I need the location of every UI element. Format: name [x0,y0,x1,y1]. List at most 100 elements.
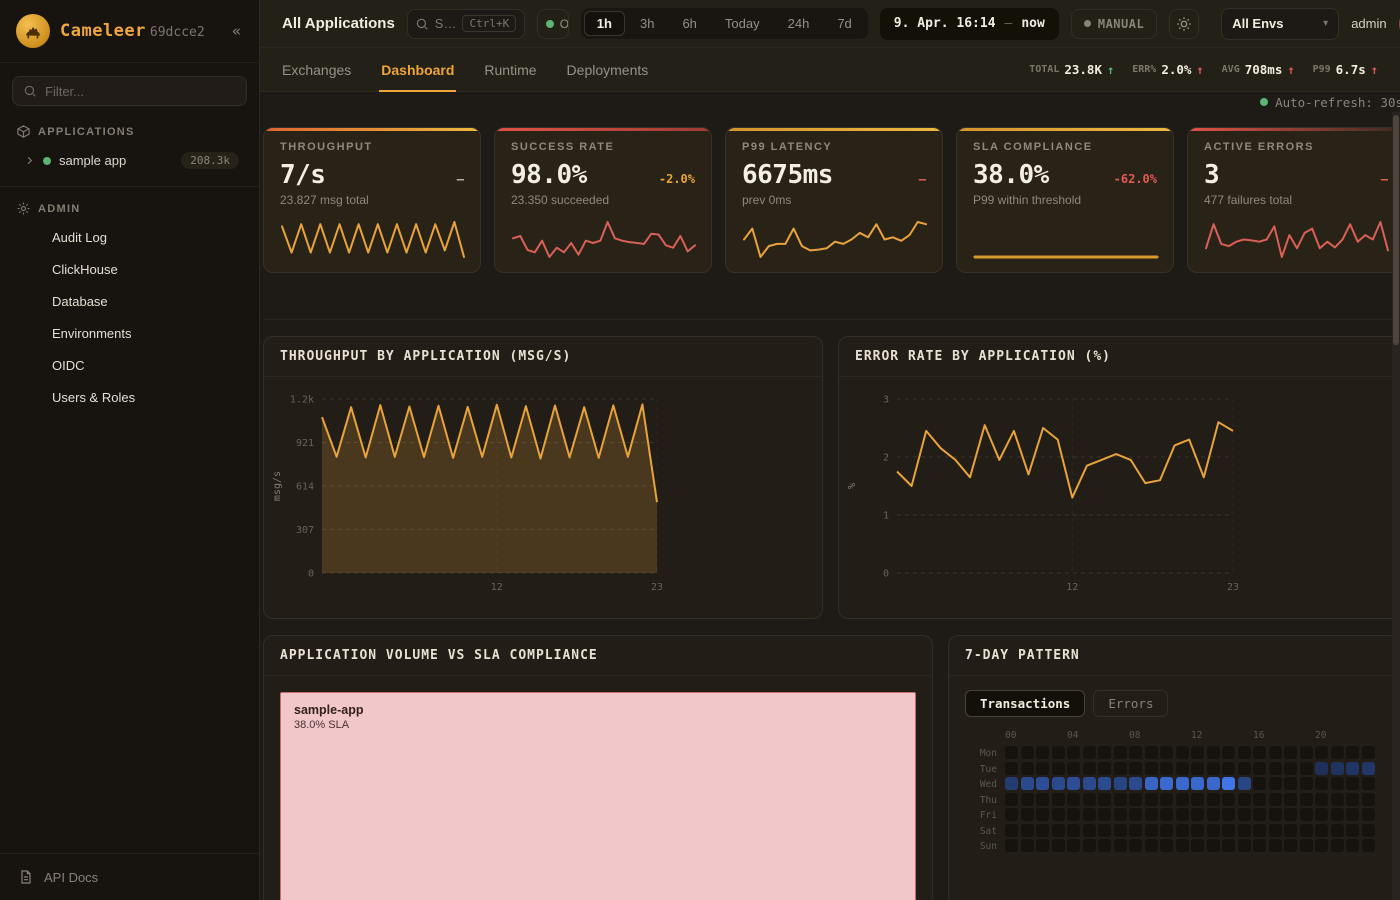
time-range-group: 1h 3h 6h Today 24h 7d [580,8,868,39]
heatmap-hour-label: 20 [1315,730,1327,741]
theme-toggle-button[interactable] [1169,8,1200,39]
filter-text-field[interactable] [45,83,236,99]
heatmap-cell [1346,823,1359,837]
heatmap-cell [1005,839,1018,852]
heatmap-cell [1082,792,1096,806]
kpi-delta: – [456,172,464,186]
tab-dashboard[interactable]: Dashboard [379,48,457,92]
heatmap-cell [1020,808,1034,821]
topbar: All Applications S… Ctrl+K O 1h 3h 6h Today… [260,0,1400,48]
search-input[interactable]: S… Ctrl+K [406,8,525,39]
heatmap-day-label: Fri [979,810,997,821]
scrollbar[interactable] [1392,112,1400,900]
heatmap-cell [1113,761,1127,775]
heatmap-cell [1191,808,1204,821]
sidebar-item-audit-log[interactable]: Audit Log [52,230,107,245]
heatmap-cell [1020,792,1034,806]
stat-label: TOTAL [1029,64,1060,75]
scrollbar-thumb[interactable] [1393,115,1399,345]
stat-value: 6.7s [1335,62,1366,77]
heatmap-cell [1315,777,1328,790]
time-range-today[interactable]: Today [712,11,773,36]
heatmap-cell [1067,839,1080,852]
filter-input[interactable] [12,76,247,106]
live-status-label: O [559,16,569,31]
heatmap-cell [1113,808,1127,821]
sidebar-item-oidc[interactable]: OIDC [52,358,85,373]
kpi-value: 7/s [280,160,326,190]
error-rate-chart-title: ERROR RATE BY APPLICATION (%) [839,337,1399,377]
refresh-mode-button[interactable]: MANUAL [1070,8,1158,39]
time-range-24h[interactable]: 24h [775,11,823,36]
sidebar-item-environments[interactable]: Environments [52,326,132,341]
sidebar-item-users-roles[interactable]: Users & Roles [52,390,136,405]
sidebar-item-sample-app[interactable]: sample app 208.3k [12,145,247,176]
heatmap-cell [1253,823,1266,837]
sidebar-item-clickhouse[interactable]: ClickHouse [52,262,118,277]
heatmap-cell [1175,777,1189,790]
heatmap-cell [1113,839,1127,852]
manual-mode-dot [1083,20,1091,27]
gear-icon [17,202,30,215]
heatmap-cell [1020,777,1034,790]
stat-err: ERR% 2.0% ↑ [1132,62,1203,77]
time-range-3h[interactable]: 3h [627,11,667,36]
heatmap-cell [1361,746,1375,759]
kpi-row: THROUGHPUT 7/s – 23.827 msg total SUCCESS RA… [263,127,1400,273]
sidebar-item-database[interactable]: Database [52,294,108,309]
heatmap-cell [1020,823,1034,837]
heatmap-cell [1144,792,1158,806]
date-range-picker[interactable]: 9. Apr. 16:14 — now [879,7,1059,40]
heatmap-cell [1191,792,1204,806]
heatmap-cell [1098,808,1111,821]
heatmap-cell [1020,761,1034,775]
heatmap-cell [1051,746,1065,759]
sidebar-header: Cameleer 69dcce2 « [0,0,259,63]
sidebar-collapse-button[interactable]: « [231,22,241,40]
heatmap-cell [1160,761,1173,775]
kpi-title: THROUGHPUT [280,141,373,153]
heatmap-cell [1175,839,1189,852]
heatmap-cell [1067,761,1080,775]
live-status-pill[interactable]: O [536,8,569,39]
pattern-tab-errors[interactable]: Errors [1093,690,1169,717]
sidebar-divider [0,186,259,187]
tab-runtime[interactable]: Runtime [484,61,537,78]
heatmap-cell [1160,839,1173,852]
kpi-card-success-rate: SUCCESS RATE 98.0% -2.0% 23.350 succeeded [494,127,712,273]
main-area: All Applications S… Ctrl+K O 1h 3h 6h Today… [260,0,1400,900]
kpi-sparkline [1204,218,1389,260]
heatmap-cell [1113,823,1127,837]
heatmap-cell [1315,746,1328,759]
heatmap-cell [1191,777,1204,790]
heatmap-cell [1299,808,1313,821]
document-icon [21,870,31,884]
kpi-subtitle: 23.827 msg total [280,193,369,207]
heatmap-cell [1067,823,1080,837]
env-select[interactable]: All Envs ▾ [1221,7,1340,40]
time-range-1h[interactable]: 1h [583,11,625,36]
heatmap-cell [1284,823,1297,837]
heatmap-cell [1315,839,1328,852]
kpi-title: SLA COMPLIANCE [973,141,1093,153]
package-icon [17,125,30,138]
time-range-6h[interactable]: 6h [669,11,709,36]
tab-exchanges[interactable]: Exchanges [282,61,352,78]
treemap-body: sample-app 38.0% SLA [264,676,932,900]
trend-arrow-icon: ↑ [1370,62,1378,77]
heatmap-cell [1129,839,1142,852]
svg-text:12: 12 [1066,582,1078,593]
tab-deployments[interactable]: Deployments [566,61,649,78]
sidebar-item-api-docs[interactable]: API Docs [0,854,259,900]
heatmap-cell [1067,808,1080,821]
heatmap-cell [1082,808,1096,821]
heatmap-cell [1330,777,1344,790]
pattern-tab-transactions[interactable]: Transactions [965,690,1086,717]
stat-p99: P99 6.7s ↑ [1313,62,1378,77]
heatmap-cell [1222,792,1235,806]
heatmap-hour-label: 04 [1067,730,1079,741]
treemap-node-sample-app[interactable]: sample-app 38.0% SLA [280,692,916,900]
time-range-7d[interactable]: 7d [824,11,864,36]
kpi-card-p99-latency: P99 LATENCY 6675ms – prev 0ms [725,127,943,273]
heatmap-cell [1253,761,1266,775]
